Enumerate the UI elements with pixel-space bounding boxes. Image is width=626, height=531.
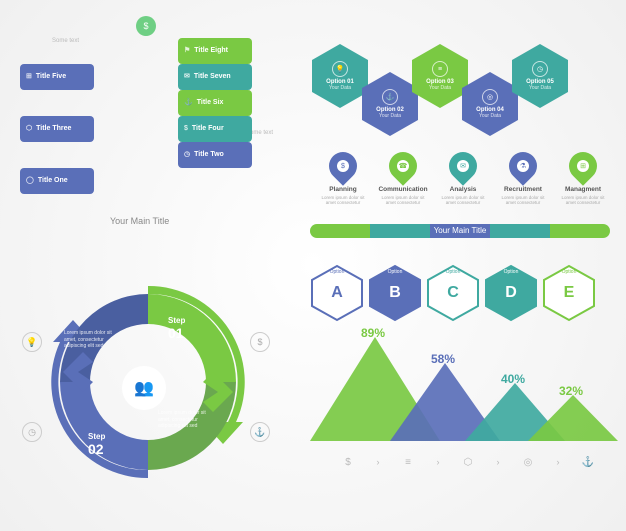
cycle-step-2: Step02 [88, 432, 105, 457]
infographic-canvas: $ Some text Some text ⚑Title Eight✉Title… [0, 0, 626, 531]
process-step-1: ☎CommunicationLorem ipsum dolor sit amet… [376, 152, 430, 206]
dollar-icon: $ [250, 332, 270, 352]
process-step-4: ⊞ManagmentLorem ipsum dolor sit amet con… [556, 152, 610, 206]
process-step-2: ✉AnalysisLorem ipsum dolor sit amet cons… [436, 152, 490, 206]
triangle-footer-icon-4: ⚓ [580, 454, 596, 470]
tree-node-2: ⚓Title Six [178, 90, 252, 116]
tree-node-0: ⚑Title Eight [178, 38, 252, 64]
process-step-0: $PlanningLorem ipsum dolor sit amet cons… [316, 152, 370, 206]
hexagon-letters: OptionAOptionBOptionCOptionDOptionE [310, 264, 610, 322]
hex-letter-C: OptionC [426, 264, 480, 322]
cycle-diagram: 👥 Step01 Step02 Lorem ipsum dolor sit am… [18, 272, 278, 512]
hex-option-4: ◷Option 05Your Data [510, 42, 570, 110]
process-steps: $PlanningLorem ipsum dolor sit amet cons… [310, 152, 610, 250]
cycle-step-1: Step01 [168, 316, 185, 341]
tree-node-7: ◯Title One [20, 168, 94, 194]
triangle-3 [528, 395, 618, 446]
process-step-3: ⚗RecruitmentLorem ipsum dolor sit amet c… [496, 152, 550, 206]
tree-root-icon: $ [136, 16, 156, 36]
anchor-icon: ⚓ [250, 422, 270, 442]
tree-node-4: $Title Four [178, 116, 252, 142]
triangle-footer-icon-1: ≡ [400, 454, 416, 470]
some-text: Some text [52, 38, 79, 44]
triangle-footer-icon-2: ⬡ [460, 454, 476, 470]
hex-letter-B: OptionB [368, 264, 422, 322]
hex-letter-E: OptionE [542, 264, 596, 322]
tree-diagram: $ Some text Some text ⚑Title Eight✉Title… [18, 14, 298, 242]
hexagon-options: 💡Option 01Your Data⚓Option 02Your Data≡O… [310, 14, 610, 134]
chevron-icon: › [490, 454, 506, 470]
hex-letter-D: OptionD [484, 264, 538, 322]
clock-icon: ◷ [22, 422, 42, 442]
hex-letter-A: OptionA [310, 264, 364, 322]
tree-main-title: Your Main Title [110, 216, 169, 226]
tree-node-5: ⬡Title Three [20, 116, 94, 142]
chevron-icon: › [370, 454, 386, 470]
cycle-center-icon: 👥 [122, 366, 166, 410]
triangle-footer-icon-0: $ [340, 454, 356, 470]
bulb-icon: 💡 [22, 332, 42, 352]
chevron-icon: › [550, 454, 566, 470]
tree-node-1: ✉Title Seven [178, 64, 252, 90]
process-main-title: Your Main Title [310, 224, 610, 238]
triangle-footer-icon-3: ◎ [520, 454, 536, 470]
tree-node-6: ◷Title Two [178, 142, 252, 168]
triangle-chart: 89%58%40%32%$›≡›⬡›◎›⚓ [310, 340, 610, 470]
cycle-lorem-2: Lorem ipsum dolor sit amet, consectetur … [158, 410, 218, 430]
chevron-icon: › [430, 454, 446, 470]
cycle-lorem-1: Lorem ipsum dolor sit amet, consectetur … [64, 330, 124, 350]
tree-node-3: ⊞Title Five [20, 64, 94, 90]
